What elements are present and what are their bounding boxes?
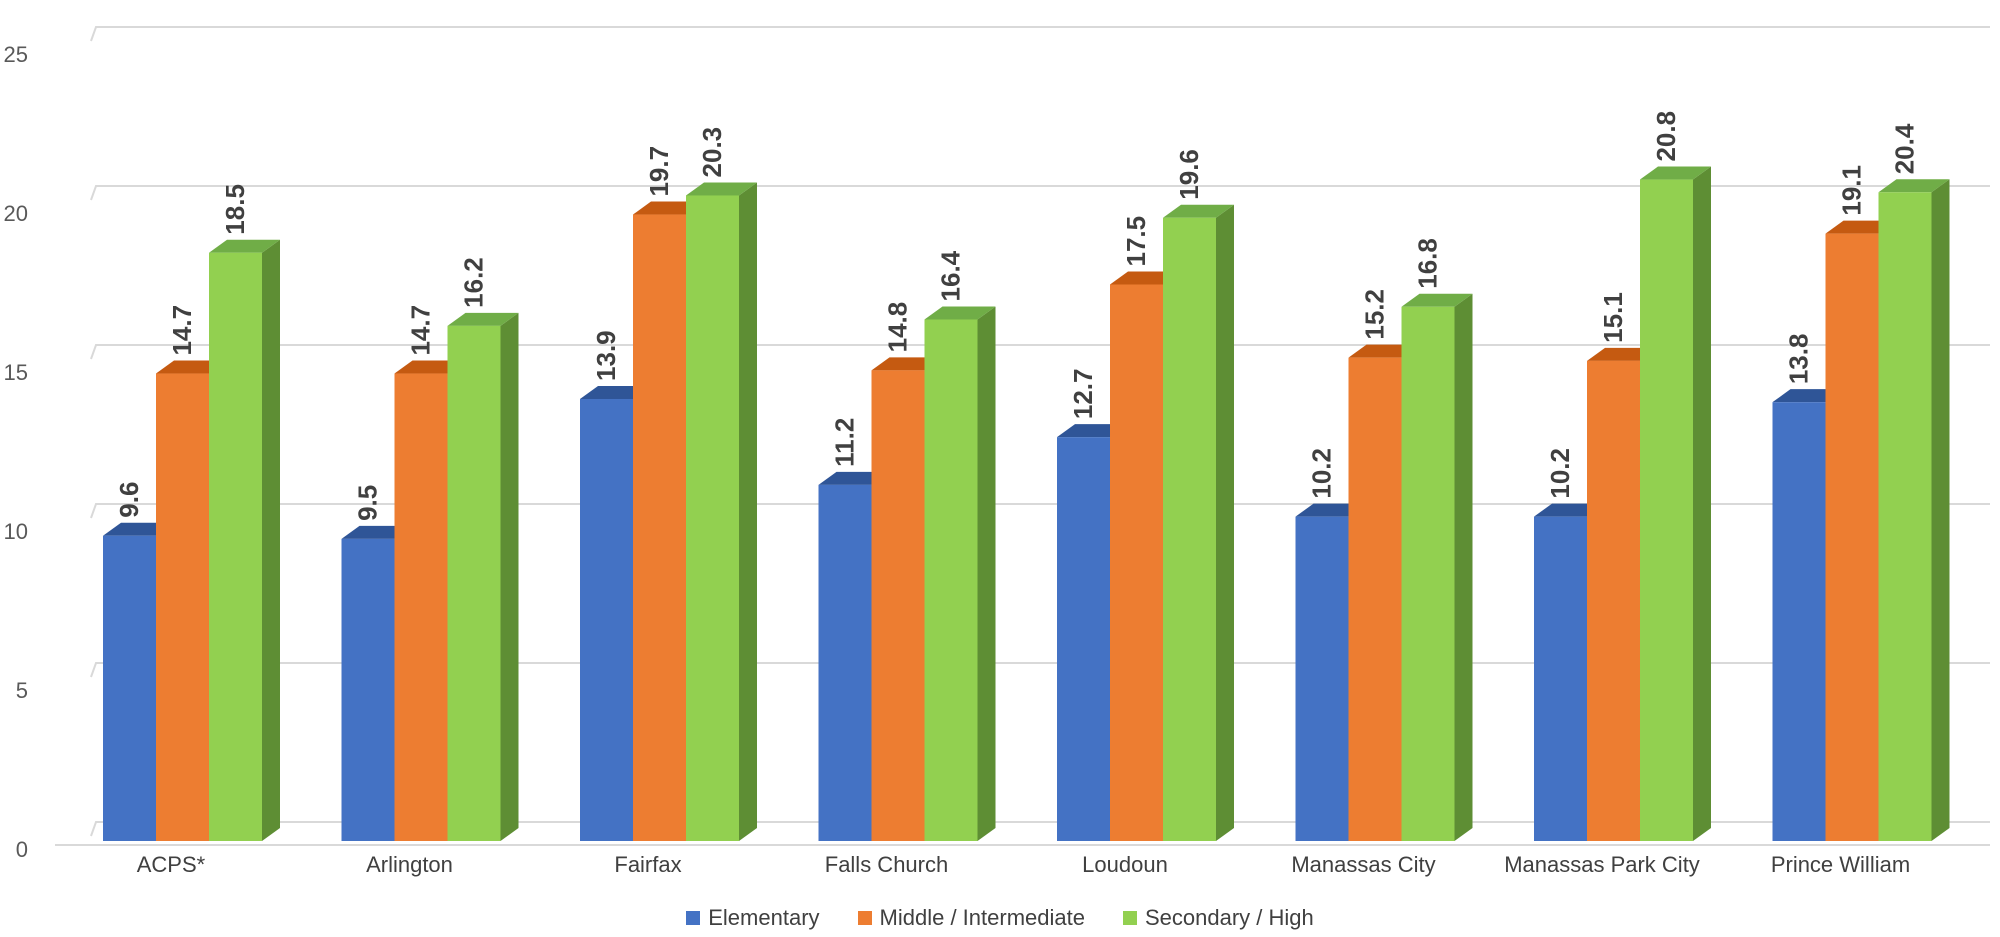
data-label: 18.5	[220, 184, 250, 235]
legend-item-elementary: Elementary	[686, 905, 819, 931]
y-tick-label: 20	[4, 201, 28, 226]
data-label: 16.8	[1413, 238, 1443, 289]
bar	[1640, 167, 1711, 841]
data-label: 15.2	[1360, 289, 1390, 340]
bar	[1879, 179, 1950, 841]
legend-label-elementary: Elementary	[708, 905, 819, 931]
x-category-label: ACPS*	[137, 852, 206, 877]
legend-item-middle: Middle / Intermediate	[858, 905, 1085, 931]
data-label: 14.7	[406, 305, 436, 356]
legend-item-secondary: Secondary / High	[1123, 905, 1314, 931]
bar	[209, 240, 280, 841]
data-label: 13.8	[1784, 334, 1814, 385]
data-label: 19.1	[1837, 165, 1867, 216]
data-label: 14.7	[167, 305, 197, 356]
bar	[1402, 294, 1473, 841]
x-category-label: Falls Church	[825, 852, 948, 877]
bar	[1163, 205, 1234, 841]
legend-label-secondary: Secondary / High	[1145, 905, 1314, 931]
data-label: 20.3	[697, 127, 727, 178]
legend: Elementary Middle / Intermediate Seconda…	[0, 905, 2000, 931]
x-category-label: Fairfax	[614, 852, 681, 877]
legend-label-middle: Middle / Intermediate	[880, 905, 1085, 931]
x-category-label: Manassas City	[1291, 852, 1435, 877]
data-label: 11.2	[830, 418, 860, 467]
data-label: 15.1	[1598, 292, 1628, 343]
legend-swatch-middle	[858, 911, 872, 925]
data-label: 9.5	[353, 485, 383, 521]
legend-swatch-secondary	[1123, 911, 1137, 925]
y-tick-label: 5	[16, 678, 28, 703]
data-label: 17.5	[1121, 216, 1151, 267]
bar	[925, 306, 996, 841]
bar	[686, 182, 757, 841]
legend-swatch-elementary	[686, 911, 700, 925]
data-label: 20.4	[1890, 123, 1920, 174]
y-tick-label: 15	[4, 360, 28, 385]
data-label: 19.7	[644, 146, 674, 197]
x-category-label: Arlington	[366, 852, 453, 877]
bar	[448, 313, 519, 841]
y-tick-label: 10	[4, 519, 28, 544]
x-category-label: Prince William	[1771, 852, 1910, 877]
data-label: 10.2	[1545, 448, 1575, 499]
x-category-label: Manassas Park City	[1504, 852, 1700, 877]
data-label: 9.6	[114, 482, 144, 518]
data-label: 10.2	[1307, 448, 1337, 499]
data-label: 19.6	[1174, 149, 1204, 200]
y-axis-ticks: 0 5 10 15 20 25	[4, 42, 28, 862]
x-axis-categories: ACPS* Arlington Fairfax Falls Church Loudoun…	[137, 852, 1910, 877]
data-label: 16.4	[936, 250, 966, 301]
y-tick-label: 0	[16, 837, 28, 862]
data-label: 16.2	[459, 257, 489, 308]
y-tick-label: 25	[4, 42, 28, 67]
data-label: 14.8	[883, 302, 913, 353]
gridline	[91, 27, 1990, 41]
x-category-label: Loudoun	[1082, 852, 1168, 877]
data-label: 12.7	[1068, 369, 1098, 420]
data-label: 20.8	[1651, 111, 1681, 162]
data-label: 13.9	[591, 330, 621, 381]
